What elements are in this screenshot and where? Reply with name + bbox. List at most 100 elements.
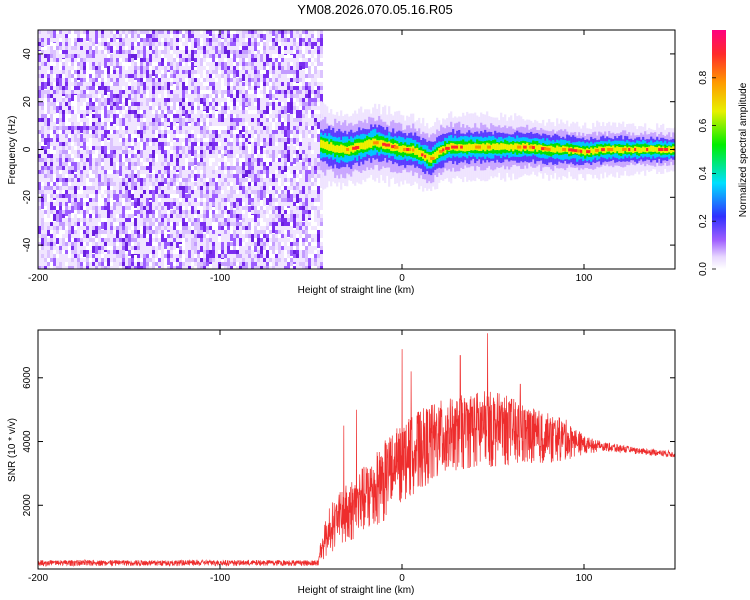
spectrogram-noise-cell bbox=[197, 178, 200, 182]
spectrogram-noise-cell bbox=[173, 218, 176, 222]
spectrogram-noise-cell bbox=[128, 186, 131, 190]
spectrogram-noise-cell bbox=[161, 94, 164, 98]
spectrogram-noise-cell bbox=[56, 214, 59, 218]
spectrogram-noise-cell bbox=[104, 130, 107, 139]
spectrogram-noise-cell bbox=[152, 46, 155, 50]
spectrogram-noise-cell bbox=[80, 126, 83, 133]
spectrogram-noise-cell bbox=[227, 34, 230, 41]
spectrogram-noise-cell bbox=[137, 30, 140, 34]
spectrogram-noise-cell bbox=[236, 158, 239, 162]
spectrogram-noise-cell bbox=[83, 202, 86, 206]
spectrogram-noise-cell bbox=[98, 82, 101, 86]
spectrogram-noise-cell bbox=[188, 242, 191, 246]
spectrogram-noise-cell bbox=[227, 218, 230, 222]
spectrogram-noise-cell bbox=[173, 178, 176, 182]
spectrogram-noise-cell bbox=[83, 118, 86, 122]
spectrogram-noise-cell bbox=[167, 42, 170, 46]
spectrogram-noise-cell bbox=[293, 66, 296, 70]
spectrogram-noise-cell bbox=[308, 266, 311, 269]
spectrogram-noise-cell bbox=[302, 74, 305, 78]
spectrogram-noise-cell bbox=[233, 150, 236, 154]
spectrogram-noise-cell bbox=[170, 246, 173, 250]
spectrogram-noise-cell bbox=[191, 174, 194, 178]
spectrogram-noise-cell bbox=[173, 62, 176, 66]
spectrogram-noise-cell bbox=[38, 210, 41, 214]
spectrogram-noise-cell bbox=[53, 106, 56, 110]
spectrogram-noise-cell bbox=[317, 194, 320, 198]
spectrogram-noise-cell bbox=[209, 50, 212, 54]
spectrogram-noise-cell bbox=[92, 266, 95, 269]
spectrogram-noise-cell bbox=[143, 262, 146, 269]
spectrogram-noise-cell bbox=[287, 226, 290, 230]
spectrogram-noise-cell bbox=[251, 122, 254, 126]
spectrogram-noise-cell bbox=[194, 242, 197, 246]
spectrogram-noise-cell bbox=[56, 130, 59, 134]
spectrogram-noise-cell bbox=[257, 182, 260, 186]
spectrogram-noise-cell bbox=[101, 174, 104, 178]
spectrogram-noise-cell bbox=[188, 178, 191, 182]
spectrogram-noise-cell bbox=[251, 154, 254, 158]
spectrogram-noise-cell bbox=[320, 38, 323, 44]
spectrogram-noise-cell bbox=[197, 118, 200, 124]
spectrogram-noise-cell bbox=[164, 134, 167, 141]
spectrogram-noise-cell bbox=[86, 190, 89, 194]
spectrogram-noise-cell bbox=[233, 94, 236, 98]
spectrogram-noise-cell bbox=[200, 142, 203, 149]
spectrogram-noise-cell bbox=[227, 138, 230, 142]
spectrogram-noise-cell bbox=[128, 66, 131, 70]
spectrogram-noise-cell bbox=[38, 102, 41, 106]
spectrogram-noise-cell bbox=[308, 234, 311, 238]
spectrogram-noise-cell bbox=[236, 82, 239, 86]
spectrogram-noise-cell bbox=[266, 126, 269, 130]
spectrogram-noise-cell bbox=[140, 74, 143, 78]
spectrogram-noise-cell bbox=[119, 202, 122, 206]
spectrogram-noise-cell bbox=[56, 118, 59, 124]
spectrogram-noise-cell bbox=[293, 258, 296, 262]
spectrogram-noise-cell bbox=[152, 146, 155, 150]
spectrogram-noise-cell bbox=[194, 98, 197, 102]
spectrogram-noise-cell bbox=[182, 166, 185, 172]
spectrogram-noise-cell bbox=[68, 94, 71, 98]
spectrogram-noise-cell bbox=[197, 154, 200, 158]
spectrogram-noise-cell bbox=[272, 162, 275, 166]
spectrogram-noise-cell bbox=[305, 230, 308, 234]
spectrogram-noise-cell bbox=[158, 82, 161, 86]
spectrogram-noise-cell bbox=[305, 162, 308, 166]
spectrogram-noise-cell bbox=[227, 50, 230, 58]
spectrogram-noise-cell bbox=[281, 134, 284, 138]
spectrogram-noise-cell bbox=[143, 70, 146, 74]
spectrogram-noise-cell bbox=[146, 42, 149, 46]
spectrogram-noise-cell bbox=[71, 194, 74, 198]
spectrogram-noise-cell bbox=[308, 158, 311, 165]
spectrogram-noise-cell bbox=[83, 174, 86, 178]
spectrogram-noise-cell bbox=[233, 218, 236, 222]
spectrogram-noise-cell bbox=[134, 146, 137, 150]
spectrogram-noise-cell bbox=[212, 246, 215, 252]
spectrogram-noise-cell bbox=[74, 162, 77, 169]
spectrogram-noise-cell bbox=[116, 210, 119, 214]
spectrogram-noise-cell bbox=[200, 190, 203, 194]
spectrogram-noise-cell bbox=[275, 122, 278, 126]
spectrogram-noise-cell bbox=[101, 82, 104, 89]
spectrogram-noise-cell bbox=[113, 66, 116, 70]
spectrogram-noise-cell bbox=[47, 262, 50, 266]
spectrogram-noise-cell bbox=[146, 30, 149, 34]
spectrogram-noise-cell bbox=[272, 134, 275, 138]
spectrogram-noise-cell bbox=[50, 110, 53, 114]
spectrogram-noise-cell bbox=[293, 210, 296, 214]
spectrogram-noise-cell bbox=[98, 226, 101, 230]
spectrogram-noise-cell bbox=[272, 114, 275, 118]
spectrogram-noise-cell bbox=[173, 182, 176, 186]
spectrogram-noise-cell bbox=[215, 54, 218, 58]
spectrogram-noise-cell bbox=[302, 58, 305, 62]
spectrogram-noise-cell bbox=[317, 266, 320, 269]
spectrogram-noise-cell bbox=[251, 150, 254, 154]
spectrogram-noise-cell bbox=[50, 126, 53, 130]
spectrogram-noise-cell bbox=[191, 150, 194, 156]
spectrogram-noise-cell bbox=[119, 62, 122, 66]
spectrogram-noise-cell bbox=[236, 38, 239, 42]
spectrogram-noise-cell bbox=[212, 170, 215, 174]
spectrogram-noise-cell bbox=[248, 262, 251, 266]
spectrogram-noise-cell bbox=[128, 50, 131, 54]
spectrogram-noise-cell bbox=[164, 198, 167, 202]
